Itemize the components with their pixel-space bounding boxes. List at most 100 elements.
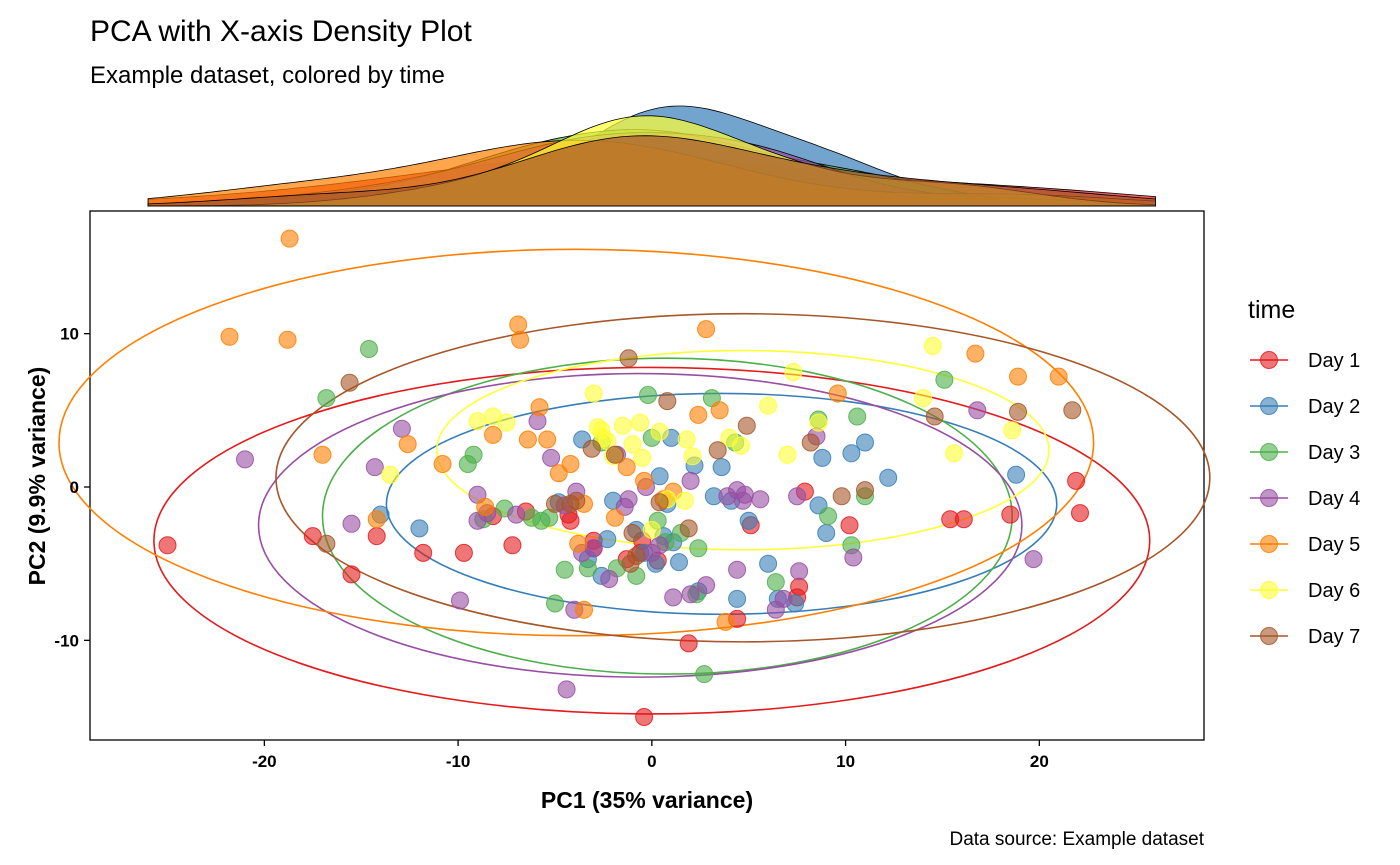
point-day-4 (451, 591, 469, 610)
point-day-6 (642, 520, 661, 539)
point-day-5 (530, 398, 549, 417)
point-day-5 (575, 600, 593, 619)
point-day-6 (945, 444, 964, 463)
point-day-7 (832, 487, 851, 506)
point-day-2 (712, 458, 731, 477)
point-day-5 (476, 497, 495, 516)
point-day-6 (497, 413, 516, 432)
point-day-4 (342, 514, 361, 533)
x-tick-label: -10 (446, 752, 471, 771)
legend-key-point (1260, 397, 1278, 415)
point-day-5 (561, 455, 580, 473)
point-day-7 (925, 407, 944, 426)
point-day-3 (848, 407, 867, 426)
ellipse-day-6 (435, 349, 1050, 551)
point-day-1 (342, 565, 361, 584)
point-day-4 (790, 562, 809, 581)
legend-label: Day 7 (1308, 626, 1360, 648)
point-day-3 (546, 594, 564, 613)
point-day-5 (617, 458, 636, 477)
point-day-4 (650, 536, 669, 555)
point-day-4 (735, 485, 754, 504)
point-day-4 (236, 450, 254, 469)
legend-key-point (1260, 535, 1278, 553)
point-day-4 (584, 539, 603, 558)
point-day-4 (697, 576, 716, 595)
point-day-7 (801, 433, 820, 452)
point-day-5 (398, 435, 417, 454)
y-axis-title: PC2 (9.9% variance) (24, 367, 50, 586)
point-day-3 (317, 389, 336, 408)
point-day-7 (582, 439, 601, 458)
point-day-4 (968, 401, 987, 420)
point-day-4 (507, 505, 526, 524)
confidence-ellipses (58, 248, 1211, 715)
legend-key-point (1260, 581, 1278, 599)
point-day-6 (784, 363, 803, 381)
point-day-1 (954, 510, 973, 529)
point-day-3 (360, 340, 378, 358)
point-day-2 (410, 519, 429, 538)
point-day-1 (454, 543, 473, 562)
point-day-1 (367, 527, 386, 546)
x-axis-title: PC1 (35% variance) (541, 787, 753, 813)
scatter-points (158, 229, 1089, 726)
point-day-5 (538, 430, 557, 449)
point-day-3 (689, 539, 708, 558)
point-day-6 (381, 465, 400, 484)
point-day-7 (317, 534, 336, 553)
point-day-6 (650, 422, 669, 441)
point-day-1 (1001, 505, 1020, 524)
point-day-2 (1007, 465, 1026, 484)
point-day-6 (1003, 421, 1022, 440)
point-day-5 (509, 315, 528, 334)
point-day-2 (879, 468, 898, 487)
point-day-6 (584, 384, 603, 403)
point-day-5 (433, 455, 452, 473)
point-day-5 (484, 425, 502, 444)
point-day-7 (340, 373, 359, 392)
point-day-3 (639, 386, 657, 404)
point-day-6 (631, 413, 650, 432)
legend-item-day-5: Day 5 (1250, 534, 1360, 556)
y-tick-label: 10 (60, 325, 79, 344)
point-day-4 (542, 448, 561, 467)
point-day-7 (627, 547, 646, 565)
point-day-4 (664, 588, 683, 607)
x-tick-label: 0 (647, 752, 656, 771)
point-day-7 (650, 493, 669, 512)
point-day-7 (619, 349, 638, 368)
point-day-2 (817, 524, 836, 542)
ellipse-day-7 (275, 312, 1211, 643)
point-day-5 (220, 327, 239, 346)
point-day-7 (606, 445, 624, 464)
legend-item-day-3: Day 3 (1250, 442, 1360, 464)
point-day-3 (578, 559, 597, 578)
point-day-2 (759, 554, 778, 573)
point-day-6 (675, 491, 694, 510)
point-day-7 (623, 524, 642, 542)
point-day-6 (759, 396, 778, 415)
legend-item-day-7: Day 7 (1250, 626, 1360, 648)
point-day-5 (313, 445, 332, 464)
point-day-5 (716, 612, 735, 631)
point-day-2 (813, 448, 832, 467)
point-day-7 (1063, 401, 1082, 420)
point-day-6 (623, 435, 642, 454)
point-day-4 (774, 589, 793, 608)
legend-key-point (1260, 351, 1278, 369)
x-density-plot (147, 105, 1157, 207)
y-tick-label: -10 (54, 631, 79, 650)
ellipse-day-4 (257, 372, 1023, 678)
x-axis: -20 -10 0 10 20 (252, 740, 1049, 771)
point-day-2 (739, 511, 758, 530)
point-day-2 (728, 589, 747, 608)
point-day-4 (619, 490, 638, 509)
point-day-5 (689, 405, 708, 424)
legend-label: Day 1 (1308, 350, 1360, 372)
point-day-7 (567, 491, 586, 510)
legend-label: Day 6 (1308, 580, 1360, 602)
point-day-7 (679, 519, 698, 538)
point-day-4 (557, 680, 576, 699)
ellipse-day-5 (58, 248, 1095, 637)
